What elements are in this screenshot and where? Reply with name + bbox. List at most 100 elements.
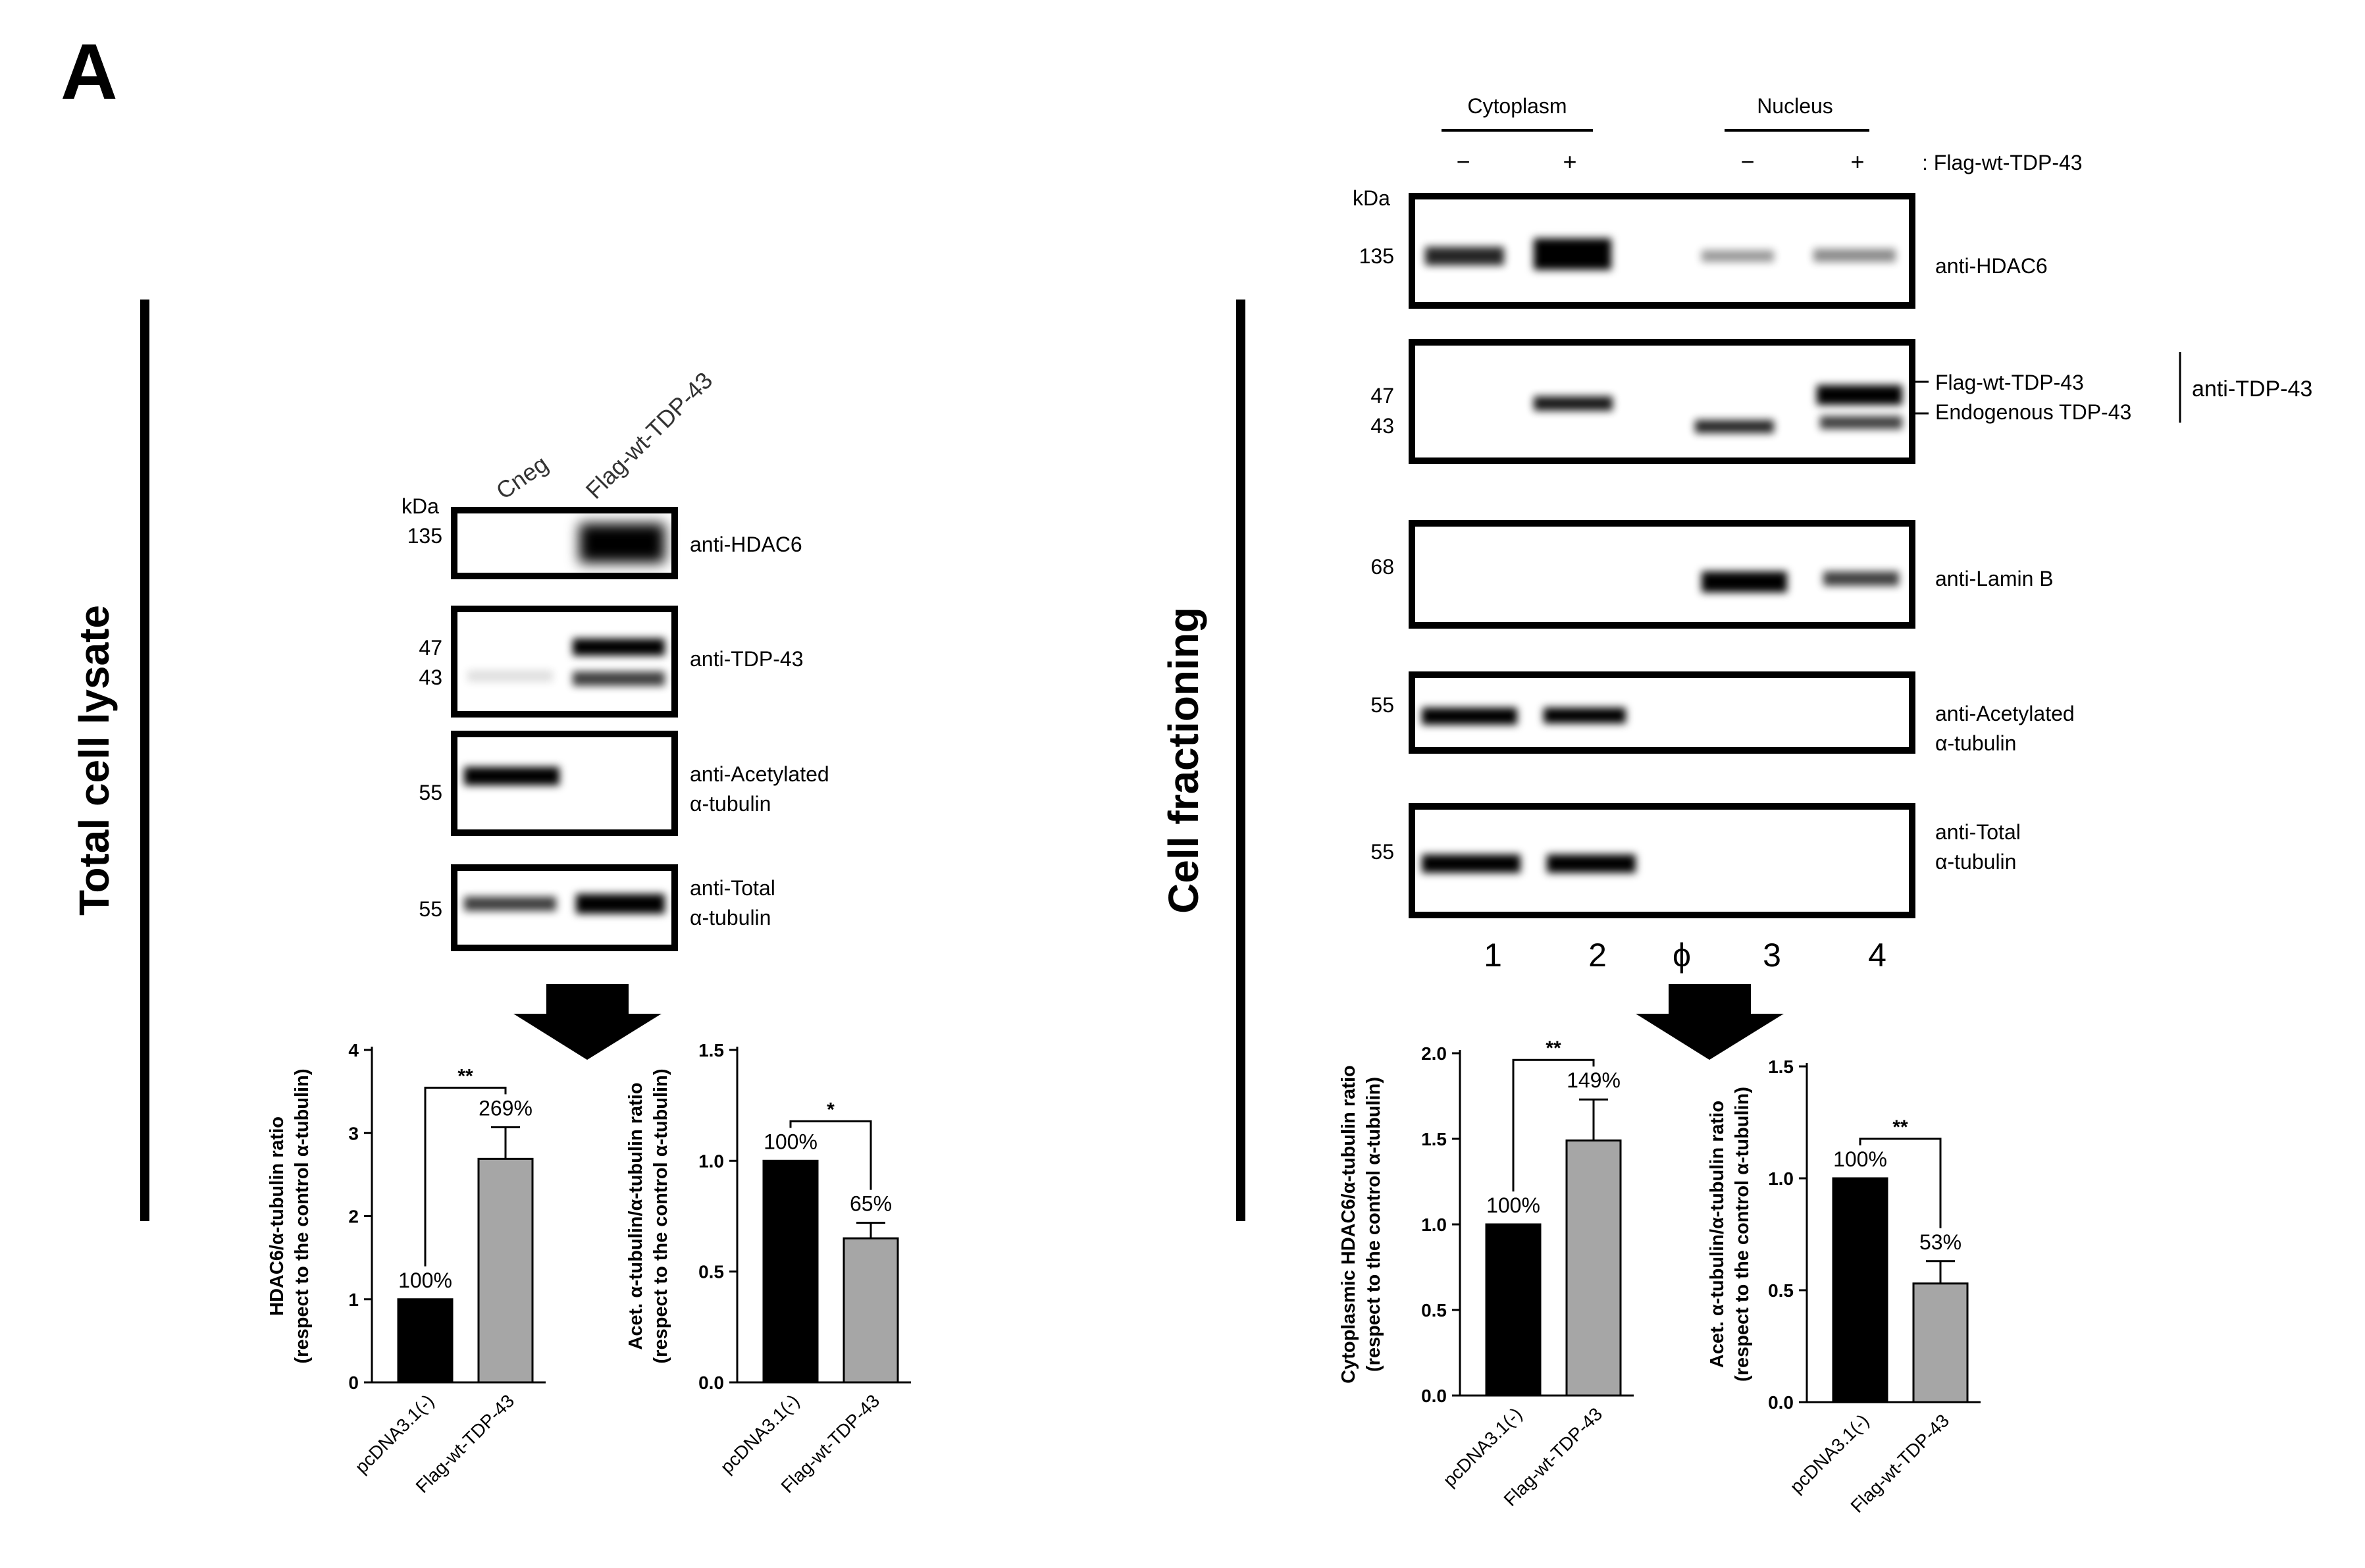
left-blot-tdp43: 47 43 anti-TDP-43 (419, 606, 804, 718)
right-blot-total-tubulin: 55 anti-Total α-tubulin (1370, 803, 2021, 918)
significance-bracket (789, 1120, 872, 1190)
kda-marker: 43 (419, 666, 442, 689)
antibody-label: α-tubulin (1935, 850, 2016, 874)
treatment-signs: − + − + : Flag-wt-TDP-43 (1456, 148, 2082, 175)
kda-marker: 68 (1370, 555, 1394, 579)
band (1534, 396, 1613, 411)
right-section-label: Cell fractioning (1160, 607, 1207, 914)
y-tick-label: 2.0 (1421, 1043, 1447, 1064)
y-axis-label: (respect to the control α-tubulin) (650, 1069, 671, 1364)
y-tick-label: 1.0 (1421, 1215, 1447, 1235)
y-axis-label: Cytoplasmic HDAC6/α-tubulin ratio (1338, 1065, 1359, 1383)
lane-number: 1 (1484, 937, 1502, 974)
band (573, 639, 665, 656)
kda-marker: 55 (419, 781, 442, 804)
y-tick-label: 0.0 (1768, 1392, 1794, 1413)
kda-marker: 55 (1370, 840, 1394, 864)
significance-bracket (1512, 1058, 1595, 1191)
bar (1832, 1177, 1888, 1403)
right-blot-hdac6: 135 anti-HDAC6 (1359, 193, 2048, 309)
left-kda-label: kDa (402, 494, 439, 518)
fraction-cytoplasm: Cytoplasm (1467, 94, 1567, 118)
y-tick-label: 0.5 (1421, 1300, 1447, 1320)
category-label: pcDNA3.1(-) (351, 1390, 438, 1477)
band-label-flag: Flag-wt-TDP-43 (1935, 371, 2084, 394)
lane-number: ϕ (1673, 937, 1691, 974)
bar (762, 1159, 819, 1384)
kda-marker: 47 (1370, 384, 1394, 407)
antibody-label: anti-Total (690, 876, 775, 900)
kda-marker: 55 (1370, 693, 1394, 717)
group-label: anti-TDP-43 (2192, 377, 2312, 402)
band (1820, 416, 1902, 429)
band (1425, 247, 1504, 265)
lane-number: 2 (1588, 937, 1607, 974)
left-blot-total-tubulin: 55 anti-Total α-tubulin (419, 864, 775, 951)
band (1544, 708, 1626, 723)
data-label: 100% (1486, 1193, 1540, 1217)
y-tick-label: 3 (348, 1123, 359, 1143)
antibody-label: anti-Acetylated (1935, 702, 2075, 725)
data-label: 149% (1567, 1068, 1621, 1092)
band (467, 670, 553, 682)
bar (843, 1237, 899, 1384)
fraction-nucleus: Nucleus (1757, 94, 1833, 118)
data-label: 100% (398, 1268, 452, 1292)
bar-chart-acetyl-total: 0.0 0.5 1.0 1.5 Acet. α-tubulin/α-tubulin ra… (625, 1040, 911, 1497)
band (1813, 249, 1896, 262)
antibody-label: α-tubulin (690, 906, 771, 929)
band (1547, 854, 1636, 873)
left-blot-hdac6: 135 anti-HDAC6 (407, 507, 802, 579)
data-label: 100% (1833, 1147, 1887, 1171)
category-label: pcDNA3.1(-) (1786, 1410, 1873, 1497)
right-kda-label: kDa (1353, 186, 1390, 210)
y-axis-label: Acet. α-tubulin/α-tubulin ratio (1707, 1101, 1728, 1368)
sign: − (1740, 148, 1754, 175)
y-tick-label: 0.0 (1421, 1386, 1447, 1406)
kda-marker: 43 (1370, 414, 1394, 438)
band (579, 523, 665, 563)
treatment-label: : Flag-wt-TDP-43 (1922, 151, 2083, 174)
lane-number: 4 (1868, 937, 1886, 974)
significance-label: * (827, 1099, 835, 1120)
band (1695, 420, 1774, 433)
band (576, 894, 665, 914)
y-tick-label: 1.0 (698, 1151, 724, 1171)
blot-frame (451, 606, 678, 718)
bar (1565, 1139, 1622, 1397)
y-axis-label: Acet. α-tubulin/α-tubulin ratio (625, 1082, 646, 1349)
significance-label: ** (1546, 1037, 1561, 1059)
y-axis-label: HDAC6/α-tubulin ratio (267, 1116, 288, 1316)
band (1422, 854, 1520, 873)
kda-marker: 135 (1359, 244, 1394, 268)
y-tick-label: 4 (348, 1040, 359, 1060)
significance-label: ** (1892, 1116, 1908, 1138)
kda-marker: 135 (407, 524, 442, 548)
sign: − (1456, 148, 1470, 175)
panel-letter: A (61, 28, 118, 116)
significance-label: ** (457, 1065, 473, 1087)
lane-number: 3 (1763, 937, 1781, 974)
lane-numbers: 1 2 ϕ 3 4 (1484, 937, 1886, 974)
antibody-label: anti-Acetylated (690, 762, 829, 786)
antibody-label: α-tubulin (1935, 731, 2016, 755)
right-blot-tdp43: 47 43 Flag-wt-TDP-43 Endogenous TDP-43 a… (1370, 339, 2312, 464)
y-tick-label: 0 (348, 1372, 359, 1393)
band (573, 671, 665, 686)
y-axis-label: (respect to the control α-tubulin) (292, 1069, 313, 1364)
fraction-headers: Cytoplasm Nucleus (1442, 94, 1869, 132)
down-arrow-icon (513, 984, 662, 1060)
y-tick-label: 1.5 (1421, 1129, 1447, 1149)
y-tick-label: 1.5 (1768, 1057, 1794, 1077)
kda-marker: 47 (419, 636, 442, 660)
right-blot-laminb: 68 anti-Lamin B (1370, 520, 2054, 629)
bar (1485, 1223, 1542, 1397)
y-tick-label: 1.0 (1768, 1168, 1794, 1189)
y-tick-label: 1.5 (698, 1040, 724, 1060)
band (1534, 238, 1611, 270)
antibody-label: anti-TDP-43 (690, 647, 804, 671)
category-label: pcDNA3.1(-) (1439, 1403, 1526, 1490)
y-tick-label: 0.5 (698, 1262, 724, 1282)
band (464, 767, 559, 785)
